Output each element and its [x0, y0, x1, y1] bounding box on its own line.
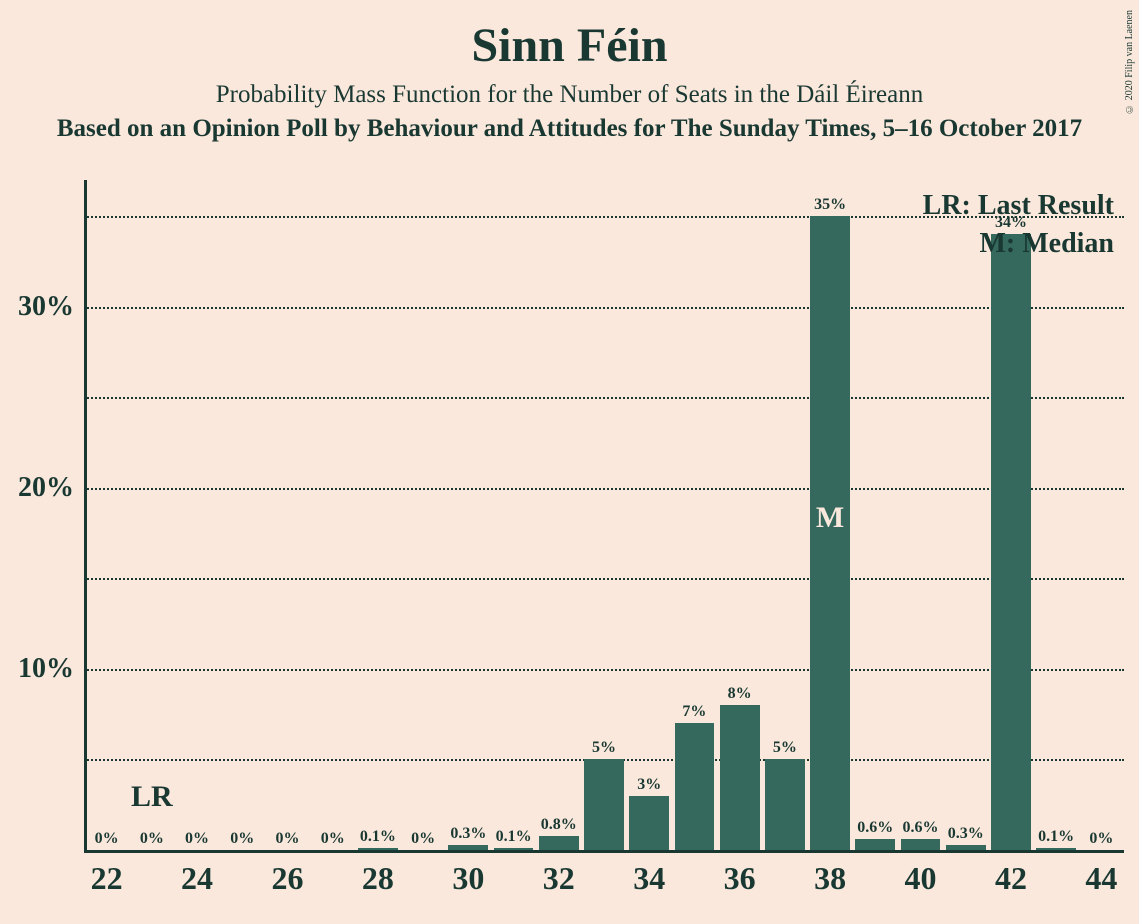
bar-value-label: 3% [637, 776, 661, 794]
plot-region: 10%20%30%2224262830323436384042440%0%0%0… [84, 180, 1124, 850]
bar-value-label: 0.6% [903, 819, 939, 837]
bar [1036, 848, 1076, 850]
x-tick-label: 28 [362, 860, 394, 897]
legend-last-result: LR: Last Result [923, 190, 1114, 222]
bar [629, 796, 669, 850]
bar [494, 848, 534, 850]
x-tick-label: 34 [633, 860, 665, 897]
legend-median: M: Median [979, 228, 1114, 260]
bar-value-label: 0.6% [857, 819, 893, 837]
bar-value-label: 0% [230, 830, 254, 848]
gridline [84, 488, 1124, 490]
bar-value-label: 0.8% [541, 816, 577, 834]
median-marker: M [816, 501, 844, 535]
bar-value-label: 8% [728, 685, 752, 703]
bar [584, 759, 624, 850]
chart-area: 10%20%30%2224262830323436384042440%0%0%0… [84, 180, 1124, 850]
bar [448, 845, 488, 850]
gridline [84, 669, 1124, 671]
chart-title: Sinn Féin [0, 18, 1139, 73]
bar-value-label: 0% [95, 830, 119, 848]
bar [855, 839, 895, 850]
gridline [84, 578, 1124, 580]
last-result-marker: LR [131, 780, 173, 814]
y-axis-line [84, 180, 87, 850]
bar [901, 839, 941, 850]
bar-value-label: 0% [185, 830, 209, 848]
bar [675, 723, 715, 850]
bar-value-label: 5% [773, 739, 797, 757]
bar [946, 845, 986, 850]
x-tick-label: 44 [1085, 860, 1117, 897]
x-tick-label: 42 [995, 860, 1027, 897]
bar [358, 848, 398, 850]
gridline [84, 307, 1124, 309]
bar [720, 705, 760, 850]
copyright-text: © 2020 Filip van Laenen [1124, 10, 1135, 114]
title-block: Sinn Féin Probability Mass Function for … [0, 0, 1139, 143]
bar-value-label: 0% [1089, 830, 1113, 848]
bar-value-label: 5% [592, 739, 616, 757]
bar-value-label: 0% [321, 830, 345, 848]
bar-value-label: 0.1% [496, 828, 532, 846]
bar [991, 234, 1031, 850]
bar-value-label: 0% [275, 830, 299, 848]
x-tick-label: 24 [181, 860, 213, 897]
bar-value-label: 0.1% [1038, 828, 1074, 846]
x-axis-line [84, 850, 1124, 853]
y-tick-label: 10% [18, 653, 74, 685]
x-tick-label: 32 [543, 860, 575, 897]
bar [765, 759, 805, 850]
gridline [84, 397, 1124, 399]
bar-value-label: 0% [140, 830, 164, 848]
x-tick-label: 38 [814, 860, 846, 897]
bar-value-label: 0.1% [360, 828, 396, 846]
bar-value-label: 0% [411, 830, 435, 848]
bar [539, 836, 579, 850]
chart-subtitle: Probability Mass Function for the Number… [0, 81, 1139, 109]
bar-value-label: 7% [682, 703, 706, 721]
x-tick-label: 40 [905, 860, 937, 897]
bar-value-label: 35% [814, 196, 846, 214]
x-tick-label: 30 [452, 860, 484, 897]
chart-source: Based on an Opinion Poll by Behaviour an… [0, 115, 1139, 143]
x-tick-label: 26 [271, 860, 303, 897]
y-tick-label: 30% [18, 291, 74, 323]
y-tick-label: 20% [18, 472, 74, 504]
bar-value-label: 0.3% [948, 825, 984, 843]
x-tick-label: 22 [91, 860, 123, 897]
bar-value-label: 0.3% [450, 825, 486, 843]
x-tick-label: 36 [724, 860, 756, 897]
